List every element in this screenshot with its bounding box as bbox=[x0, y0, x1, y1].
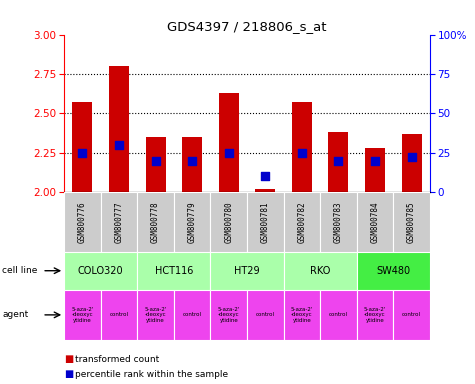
Text: GSM800778: GSM800778 bbox=[151, 201, 160, 243]
Text: control: control bbox=[256, 312, 275, 318]
Text: HCT116: HCT116 bbox=[155, 266, 193, 276]
Text: control: control bbox=[109, 312, 128, 318]
Bar bbox=[64, 192, 101, 252]
Text: GSM800782: GSM800782 bbox=[297, 201, 306, 243]
Bar bbox=[101, 192, 137, 252]
Point bbox=[188, 157, 196, 164]
Bar bbox=[210, 192, 247, 252]
Bar bbox=[328, 132, 349, 192]
Text: agent: agent bbox=[2, 310, 28, 319]
Bar bbox=[284, 252, 357, 290]
Bar bbox=[284, 290, 320, 340]
Bar bbox=[218, 93, 239, 192]
Text: GSM800777: GSM800777 bbox=[114, 201, 124, 243]
Bar bbox=[174, 290, 210, 340]
Bar bbox=[101, 290, 137, 340]
Text: ■: ■ bbox=[64, 369, 73, 379]
Text: GSM800784: GSM800784 bbox=[370, 201, 380, 243]
Bar bbox=[357, 252, 430, 290]
Bar bbox=[247, 192, 284, 252]
Point bbox=[298, 150, 306, 156]
Text: 5-aza-2'
-deoxyc
ytidine: 5-aza-2' -deoxyc ytidine bbox=[218, 306, 240, 323]
Text: GSM800779: GSM800779 bbox=[188, 201, 197, 243]
Bar bbox=[64, 252, 137, 290]
Text: GSM800785: GSM800785 bbox=[407, 201, 416, 243]
Text: RKO: RKO bbox=[310, 266, 330, 276]
Text: control: control bbox=[329, 312, 348, 318]
Bar bbox=[320, 290, 357, 340]
Text: SW480: SW480 bbox=[376, 266, 410, 276]
Bar bbox=[210, 290, 247, 340]
Text: control: control bbox=[182, 312, 202, 318]
Text: COLO320: COLO320 bbox=[78, 266, 124, 276]
Text: GSM800783: GSM800783 bbox=[334, 201, 343, 243]
Bar bbox=[182, 137, 202, 192]
Bar bbox=[292, 102, 312, 192]
Text: percentile rank within the sample: percentile rank within the sample bbox=[75, 370, 228, 379]
Text: transformed count: transformed count bbox=[75, 354, 159, 364]
Text: control: control bbox=[402, 312, 421, 318]
Text: HT29: HT29 bbox=[234, 266, 260, 276]
Bar bbox=[137, 192, 174, 252]
Text: cell line: cell line bbox=[2, 266, 38, 275]
Title: GDS4397 / 218806_s_at: GDS4397 / 218806_s_at bbox=[167, 20, 327, 33]
Point bbox=[152, 157, 160, 164]
Bar bbox=[357, 192, 393, 252]
Bar bbox=[72, 102, 93, 192]
Bar bbox=[320, 192, 357, 252]
Text: 5-aza-2'
-deoxyc
ytidine: 5-aza-2' -deoxyc ytidine bbox=[364, 306, 386, 323]
Text: 5-aza-2'
-deoxyc
ytidine: 5-aza-2' -deoxyc ytidine bbox=[144, 306, 167, 323]
Point bbox=[334, 157, 342, 164]
Point bbox=[408, 154, 415, 161]
Bar bbox=[145, 137, 166, 192]
Bar bbox=[401, 134, 422, 192]
Bar bbox=[393, 290, 430, 340]
Text: GSM800776: GSM800776 bbox=[78, 201, 87, 243]
Text: GSM800780: GSM800780 bbox=[224, 201, 233, 243]
Text: 5-aza-2'
-deoxyc
ytidine: 5-aza-2' -deoxyc ytidine bbox=[291, 306, 313, 323]
Bar bbox=[137, 290, 174, 340]
Point bbox=[225, 150, 233, 156]
Bar bbox=[109, 66, 129, 192]
Bar bbox=[255, 189, 276, 192]
Bar bbox=[210, 252, 284, 290]
Text: ■: ■ bbox=[64, 354, 73, 364]
Bar bbox=[64, 290, 101, 340]
Point bbox=[115, 142, 123, 148]
Bar bbox=[284, 192, 320, 252]
Bar bbox=[365, 148, 385, 192]
Text: GSM800781: GSM800781 bbox=[261, 201, 270, 243]
Bar bbox=[393, 192, 430, 252]
Point bbox=[261, 173, 269, 179]
Bar bbox=[357, 290, 393, 340]
Text: 5-aza-2'
-deoxyc
ytidine: 5-aza-2' -deoxyc ytidine bbox=[71, 306, 94, 323]
Bar bbox=[247, 290, 284, 340]
Point bbox=[78, 150, 86, 156]
Bar bbox=[174, 192, 210, 252]
Bar bbox=[137, 252, 210, 290]
Point bbox=[371, 157, 379, 164]
